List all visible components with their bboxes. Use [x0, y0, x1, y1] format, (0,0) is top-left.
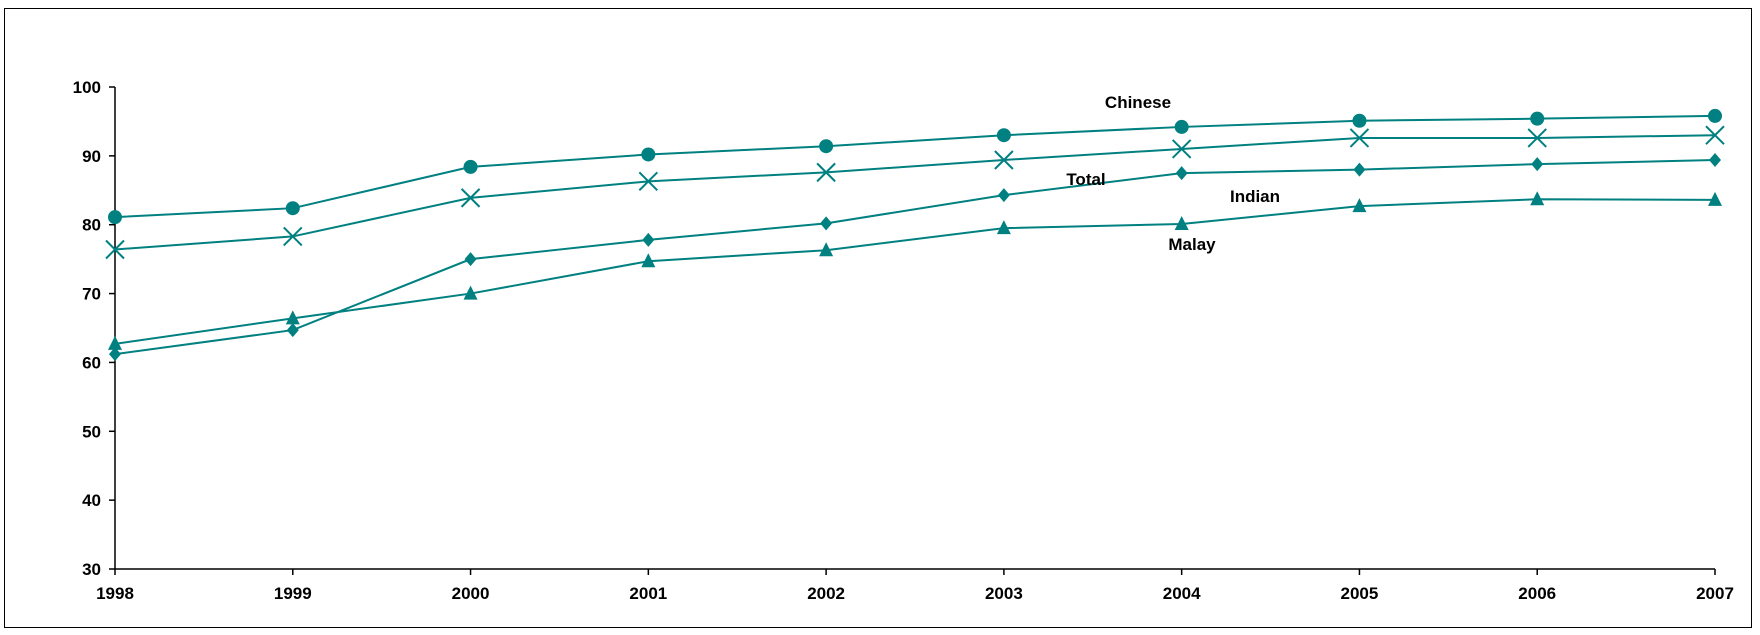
- data-point-chinese: [819, 139, 834, 154]
- data-point-chinese: [1352, 113, 1367, 128]
- series-line-malay: [114, 198, 1716, 345]
- data-point-total: [460, 188, 481, 208]
- data-point-malay: [1530, 191, 1545, 206]
- data-point-chinese: [108, 210, 122, 225]
- data-point-chinese: [996, 128, 1011, 143]
- data-point-indian: [820, 216, 833, 231]
- data-point-malay: [641, 253, 656, 268]
- series-label-malay: Malay: [1168, 235, 1216, 254]
- series-label-total: Total: [1066, 170, 1105, 189]
- x-tick-label: 2006: [1518, 584, 1556, 603]
- data-point-malay: [463, 285, 478, 300]
- x-tick-label: 2002: [807, 584, 845, 603]
- data-point-total: [1349, 128, 1370, 148]
- y-tick-label: 40: [82, 491, 101, 510]
- data-point-total: [1527, 128, 1547, 148]
- data-point-total: [994, 150, 1014, 170]
- x-tick-label: 2003: [985, 584, 1023, 603]
- series-markers: [105, 108, 1725, 362]
- data-point-total: [283, 226, 303, 247]
- data-point-chinese: [285, 201, 300, 216]
- data-point-chinese: [463, 159, 478, 174]
- data-point-indian: [109, 347, 121, 362]
- y-tick-label: 80: [82, 216, 101, 235]
- data-point-total: [638, 171, 659, 192]
- data-point-malay: [1174, 216, 1189, 231]
- data-point-total: [1705, 125, 1725, 145]
- series-line-chinese: [114, 114, 1716, 219]
- x-tick-label: 2004: [1163, 584, 1201, 603]
- y-tick-label: 30: [82, 560, 101, 579]
- data-point-chinese: [1174, 119, 1189, 134]
- x-tick-label: 2005: [1341, 584, 1379, 603]
- axes: 30 40 50 60 70 80 90 100 1998 1999 2000 2001 2002 200…: [73, 78, 1734, 603]
- data-point-indian: [1709, 152, 1721, 167]
- x-tick-label: 1999: [274, 584, 312, 603]
- data-point-total: [105, 239, 125, 260]
- data-point-chinese: [1708, 108, 1722, 123]
- x-tick-label: 1998: [96, 584, 134, 603]
- data-point-indian: [1531, 157, 1544, 172]
- data-point-malay: [1708, 191, 1722, 206]
- data-point-malay: [285, 310, 300, 325]
- data-point-indian: [997, 188, 1010, 203]
- y-tick-label: 70: [82, 285, 101, 304]
- data-point-malay: [108, 335, 122, 350]
- series-line-total: [114, 134, 1716, 251]
- data-point-indian: [642, 232, 655, 247]
- data-point-indian: [1353, 162, 1366, 177]
- data-point-malay: [1352, 198, 1367, 213]
- series-line-indian: [114, 158, 1716, 356]
- series-labels: Chinese Total Indian Malay: [1066, 93, 1280, 254]
- x-tick-label: 2001: [629, 584, 667, 603]
- data-point-indian: [464, 252, 477, 267]
- x-tick-label: 2007: [1696, 584, 1734, 603]
- data-point-total: [1171, 139, 1192, 159]
- data-point-malay: [996, 220, 1011, 235]
- y-tick-label: 100: [73, 78, 101, 97]
- series-lines: [114, 114, 1716, 356]
- y-tick-label: 90: [82, 147, 101, 166]
- data-point-malay: [819, 242, 834, 257]
- x-tick-label: 2000: [452, 584, 490, 603]
- series-label-chinese: Chinese: [1105, 93, 1171, 112]
- data-point-indian: [286, 323, 299, 338]
- series-label-indian: Indian: [1230, 187, 1280, 206]
- data-point-chinese: [641, 147, 656, 162]
- data-point-indian: [1175, 166, 1188, 181]
- data-point-total: [816, 162, 836, 183]
- y-tick-label: 50: [82, 422, 101, 441]
- data-point-chinese: [1530, 111, 1545, 126]
- y-tick-label: 60: [82, 353, 101, 372]
